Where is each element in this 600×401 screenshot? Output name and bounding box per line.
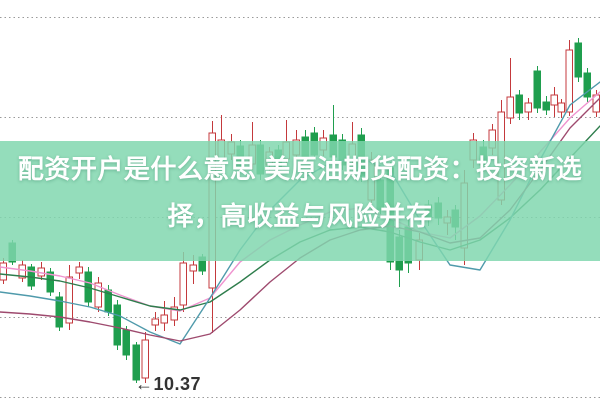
candle-bearish	[113, 304, 121, 346]
candle-bearish	[533, 70, 541, 109]
candle-bullish	[189, 264, 197, 272]
candle-bullish	[94, 282, 102, 308]
candle-bullish	[565, 49, 573, 113]
candle-bearish	[574, 42, 582, 78]
candle-bullish	[179, 262, 187, 306]
candle-bearish	[515, 94, 523, 114]
candle-bullish	[0, 262, 7, 281]
candle-bearish	[46, 271, 54, 293]
candle-bearish	[55, 296, 63, 328]
candle-bearish	[132, 344, 140, 381]
candle-bullish	[160, 314, 168, 324]
low-price-annotation: ←10.37	[135, 374, 202, 394]
candle-bearish	[542, 101, 550, 111]
candle-bullish	[550, 94, 558, 106]
candle-bullish	[65, 276, 73, 324]
candle-bullish	[75, 266, 83, 274]
candle-bullish	[151, 318, 159, 326]
title-overlay-banner: 配资开户是什么意思 美原油期货配资：投资新选 择，高收益与风险并存	[0, 141, 600, 261]
candle-bullish	[18, 264, 26, 279]
candle-bearish	[583, 72, 591, 98]
candle-bullish	[506, 96, 514, 119]
candle-bullish	[141, 339, 149, 379]
headline-line-1: 配资开户是什么意思 美原油期货配资：投资新选	[17, 154, 583, 184]
candle-bullish	[524, 102, 532, 113]
candle-bearish	[122, 329, 130, 356]
candle-bullish	[170, 306, 178, 321]
headline-line-2: 择，高收益与风险并存	[167, 201, 433, 231]
candle-bullish	[557, 102, 565, 113]
